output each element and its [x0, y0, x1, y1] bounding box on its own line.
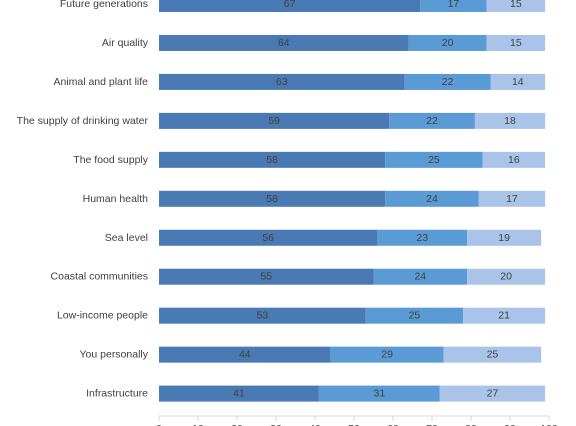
data-label: 17: [448, 0, 460, 10]
data-label: 44: [239, 349, 251, 361]
category-label: Sea level: [105, 232, 148, 244]
category-label: You personally: [80, 349, 149, 361]
data-label: 58: [266, 193, 278, 205]
data-label: 59: [268, 115, 280, 127]
data-label: 31: [374, 388, 386, 400]
data-label: 23: [416, 232, 428, 244]
bar-segment-2: [404, 73, 491, 90]
x-tick-label: 30: [270, 423, 282, 426]
data-label: 25: [428, 154, 440, 166]
bar-segment-2: [420, 0, 487, 12]
data-label: 63: [276, 76, 288, 88]
data-label: 15: [510, 0, 522, 10]
data-label: 24: [414, 271, 426, 283]
data-label: 58: [266, 154, 278, 166]
data-label: 17: [506, 193, 518, 205]
category-label: Air quality: [102, 37, 149, 49]
bar-segment-1: [159, 190, 386, 207]
bar-segment-1: [159, 268, 374, 285]
data-label: 15: [510, 37, 522, 49]
data-label: 20: [442, 37, 454, 49]
bar-segment-2: [377, 229, 468, 246]
x-tick-label: 90: [504, 423, 516, 426]
category-label: The food supply: [73, 154, 148, 166]
x-axis: 0 10 20 30 40 50 60 70 80 90 100: [156, 415, 558, 426]
data-label: 55: [260, 271, 272, 283]
category-label: Low-income people: [57, 310, 148, 322]
bar-segment-1: [159, 0, 421, 12]
data-label: 53: [257, 310, 269, 322]
category-labels: Future generations Air quality Animal and …: [17, 0, 149, 400]
data-label: 25: [409, 310, 421, 322]
bar-segment-3: [478, 190, 546, 207]
data-label: 14: [512, 76, 524, 88]
bar-segment-3: [467, 229, 542, 246]
x-tick-label: 100: [540, 423, 558, 426]
data-labels: 67 17 15 64 20 15 63 22 14 59 22 18 58 25 16 58 24 17 56 23…: [233, 0, 524, 400]
data-label: 16: [508, 154, 520, 166]
bar-segment-2: [373, 268, 468, 285]
category-label: Human health: [83, 193, 149, 205]
data-label: 22: [426, 115, 438, 127]
bar-segment-3: [474, 112, 546, 129]
bar-segment-3: [467, 268, 546, 285]
bar-segment-1: [159, 34, 409, 51]
bar-segment-2: [318, 385, 440, 402]
bar-segment-3: [486, 34, 546, 51]
bar-segment-2: [385, 151, 483, 168]
bars: [159, 0, 546, 402]
bar-segment-1: [159, 112, 390, 129]
category-label: Animal and plant life: [53, 76, 148, 88]
bar-segment-2: [408, 34, 487, 51]
bar-segment-1: [159, 229, 378, 246]
x-tick-label: 0: [156, 423, 162, 426]
data-label: 27: [487, 388, 499, 400]
category-label: The supply of drinking water: [17, 115, 149, 127]
bar-segment-3: [482, 151, 546, 168]
bar-segment-3: [463, 307, 546, 324]
x-tick-label: 20: [231, 423, 243, 426]
data-label: 24: [426, 193, 438, 205]
bar-segment-2: [389, 112, 475, 129]
data-label: 41: [233, 388, 245, 400]
data-label: 18: [504, 115, 516, 127]
bar-segment-2: [330, 346, 444, 363]
bar-segment-1: [159, 73, 405, 90]
x-tick-label: 10: [192, 423, 204, 426]
x-tick-label: 60: [387, 423, 399, 426]
bar-segment-3: [443, 346, 542, 363]
x-tick-label: 80: [465, 423, 477, 426]
bar-segment-3: [486, 0, 546, 12]
data-label: 21: [498, 310, 510, 322]
bar-segment-2: [385, 190, 479, 207]
data-label: 67: [284, 0, 296, 10]
x-tick-label: 50: [348, 423, 360, 426]
bar-segment-3: [490, 73, 546, 90]
data-label: 25: [487, 349, 499, 361]
category-label: Coastal communities: [51, 271, 148, 283]
bar-segment-1: [159, 385, 319, 402]
category-label: Future generations: [60, 0, 148, 10]
data-label: 29: [381, 349, 393, 361]
data-label: 19: [498, 232, 510, 244]
data-label: 56: [262, 232, 274, 244]
x-tick-label: 40: [309, 423, 321, 426]
data-label: 22: [442, 76, 454, 88]
data-label: 64: [278, 37, 290, 49]
bar-segment-2: [365, 307, 464, 324]
x-tick-label: 70: [426, 423, 438, 426]
data-label: 20: [500, 271, 512, 283]
category-label: Infrastructure: [86, 388, 148, 400]
bar-segment-1: [159, 151, 386, 168]
bar-segment-1: [159, 307, 366, 324]
bar-segment-3: [439, 385, 546, 402]
bar-segment-1: [159, 346, 331, 363]
